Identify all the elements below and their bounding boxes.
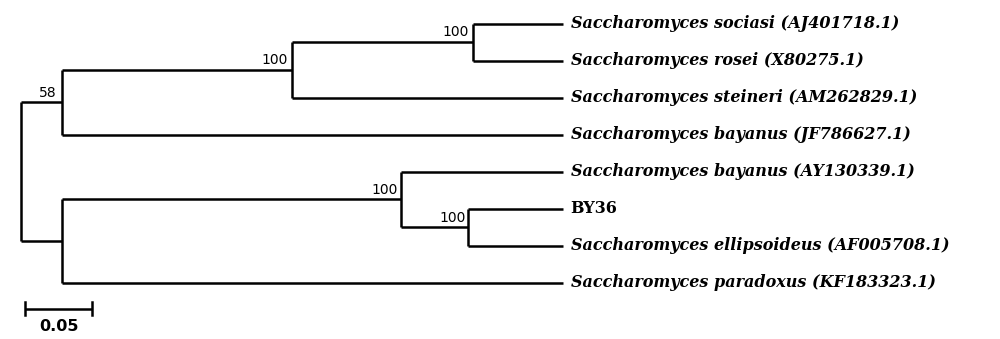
Text: 0.05: 0.05 (39, 319, 79, 334)
Text: Saccharomyces bayanus (AY130339.1): Saccharomyces bayanus (AY130339.1) (571, 163, 914, 180)
Text: 100: 100 (439, 211, 466, 225)
Text: 100: 100 (442, 25, 468, 39)
Text: 58: 58 (39, 86, 57, 100)
Text: Saccharomyces bayanus (JF786627.1): Saccharomyces bayanus (JF786627.1) (571, 126, 910, 143)
Text: 100: 100 (372, 183, 398, 197)
Text: Saccharomyces steineri (AM262829.1): Saccharomyces steineri (AM262829.1) (571, 89, 917, 106)
Text: Saccharomyces ellipsoideus (AF005708.1): Saccharomyces ellipsoideus (AF005708.1) (571, 237, 949, 254)
Text: BY36: BY36 (571, 200, 617, 217)
Text: Saccharomyces rosei (X80275.1): Saccharomyces rosei (X80275.1) (571, 52, 863, 69)
Text: Saccharomyces paradoxus (KF183323.1): Saccharomyces paradoxus (KF183323.1) (571, 274, 936, 291)
Text: Saccharomyces sociasi (AJ401718.1): Saccharomyces sociasi (AJ401718.1) (571, 15, 899, 32)
Text: 100: 100 (261, 53, 288, 67)
